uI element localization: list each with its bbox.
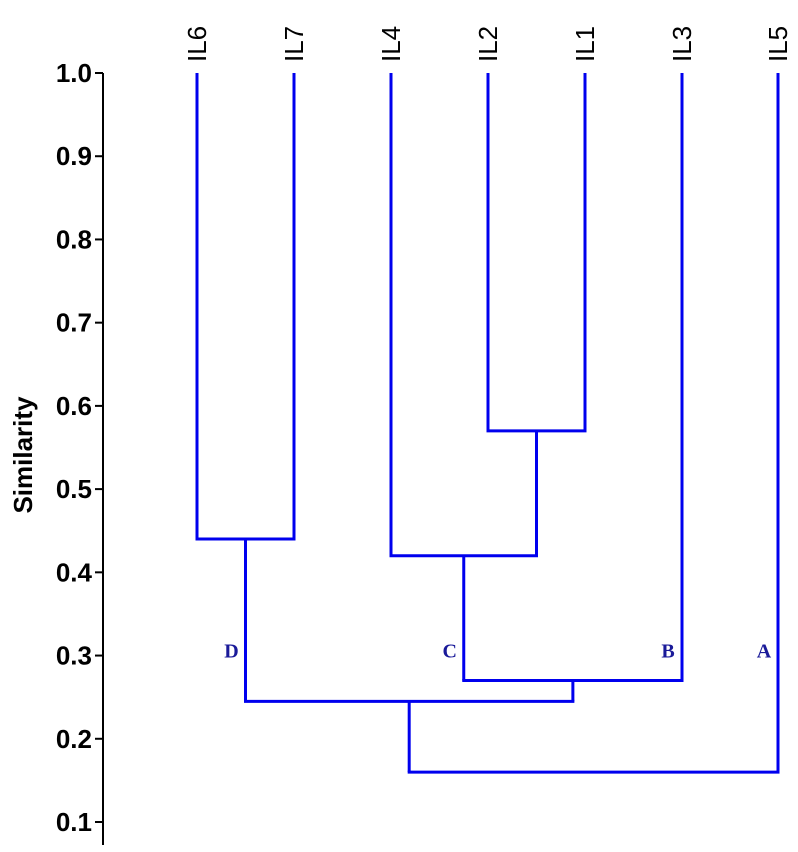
y-axis: 0.1 0.2 0.3 0.4 0.5 0.6 0.7 0.8 0.9 1.0 xyxy=(56,58,104,845)
y-tick-label: 0.9 xyxy=(56,141,92,171)
y-tick-label: 0.1 xyxy=(56,807,92,837)
y-tick-label: 0.4 xyxy=(56,557,93,587)
leaf-label-il4: IL4 xyxy=(376,26,406,62)
y-tick-label: 0.8 xyxy=(56,224,92,254)
leaf-label-il3: IL3 xyxy=(667,26,697,62)
cluster-label-d: D xyxy=(224,641,238,663)
y-tick-label: 0.3 xyxy=(56,641,92,671)
y-tick-label: 0.6 xyxy=(56,391,92,421)
leaf-label-il1: IL1 xyxy=(570,26,600,62)
cluster-label-c: C xyxy=(443,641,457,663)
y-tick-label: 0.7 xyxy=(56,308,92,338)
leaf-labels: IL6 IL7 IL4 IL2 IL1 IL3 IL5 xyxy=(182,26,793,62)
leaf-label-il7: IL7 xyxy=(279,26,309,62)
leaf-label-il2: IL2 xyxy=(473,26,503,62)
y-tick-label: 0.2 xyxy=(56,724,92,754)
cluster-label-a: A xyxy=(757,641,772,663)
leaf-label-il5: IL5 xyxy=(763,26,793,62)
dendrogram-tree xyxy=(195,73,780,774)
leaf-label-il6: IL6 xyxy=(182,26,212,62)
y-tick-label: 1.0 xyxy=(56,58,92,88)
y-tick-label: 0.5 xyxy=(56,474,92,504)
y-axis-title: Similarity xyxy=(8,396,38,514)
cluster-label-b: B xyxy=(661,641,674,663)
